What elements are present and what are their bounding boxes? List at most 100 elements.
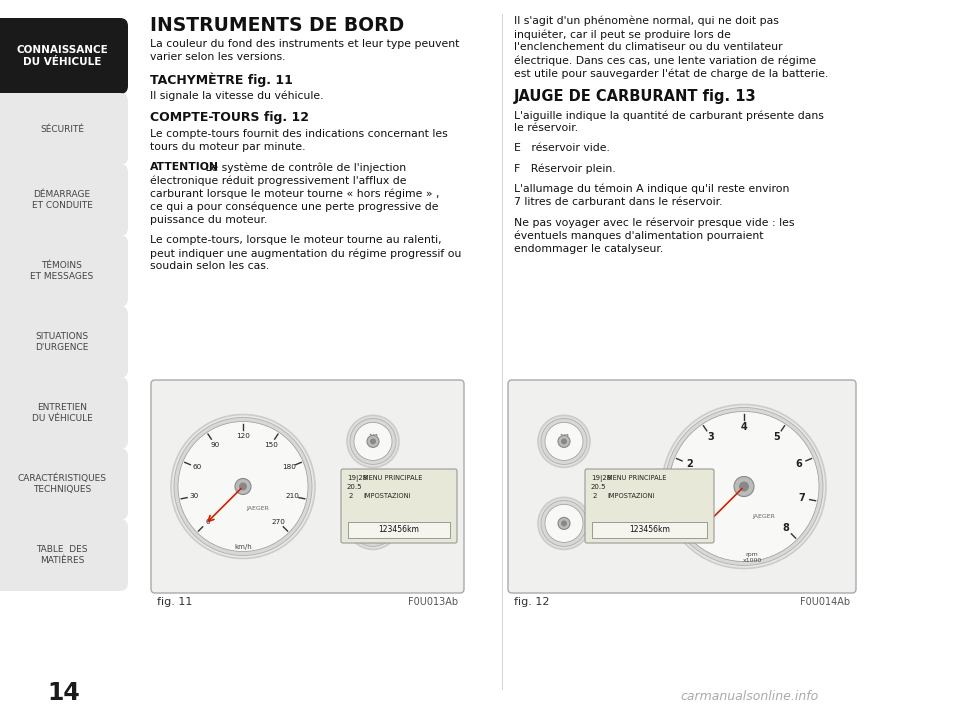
Text: varier selon les versions.: varier selon les versions. xyxy=(150,52,285,62)
Text: La couleur du fond des instruments et leur type peuvent: La couleur du fond des instruments et le… xyxy=(150,39,460,49)
Text: SÉCURITÉ: SÉCURITÉ xyxy=(40,125,84,133)
Bar xyxy=(592,522,707,538)
Circle shape xyxy=(662,405,826,569)
Text: km/h: km/h xyxy=(234,544,252,549)
Text: DÉMARRAGE
ET CONDUITE: DÉMARRAGE ET CONDUITE xyxy=(32,190,92,210)
Text: 180: 180 xyxy=(282,464,296,470)
Text: SITUATIONS
D'URGENCE: SITUATIONS D'URGENCE xyxy=(36,332,88,352)
FancyBboxPatch shape xyxy=(0,377,128,449)
Text: puissance du moteur.: puissance du moteur. xyxy=(150,215,268,225)
Circle shape xyxy=(558,518,570,530)
Text: 2: 2 xyxy=(349,493,353,499)
Text: 120: 120 xyxy=(236,433,250,440)
Text: 123456km: 123456km xyxy=(378,525,420,535)
Text: 210: 210 xyxy=(285,493,299,499)
FancyBboxPatch shape xyxy=(0,164,128,236)
Text: JAUGE DE CARBURANT fig. 13: JAUGE DE CARBURANT fig. 13 xyxy=(514,89,756,104)
Text: Il signale la vitesse du véhicule.: Il signale la vitesse du véhicule. xyxy=(150,91,324,101)
Text: 20.5: 20.5 xyxy=(591,484,607,490)
Text: L'allumage du témoin A indique qu'il reste environ: L'allumage du témoin A indique qu'il res… xyxy=(514,184,789,194)
Text: 1: 1 xyxy=(683,493,689,503)
Text: inquiéter, car il peut se produire lors de: inquiéter, car il peut se produire lors … xyxy=(514,29,731,40)
Circle shape xyxy=(347,498,399,549)
Circle shape xyxy=(350,501,396,547)
Text: 6: 6 xyxy=(795,459,802,469)
Text: 20.5: 20.5 xyxy=(347,484,363,490)
Text: x1000: x1000 xyxy=(742,558,761,563)
Text: E   réservoir vide.: E réservoir vide. xyxy=(514,143,610,153)
Circle shape xyxy=(354,423,392,460)
Text: 1/2: 1/2 xyxy=(559,434,569,439)
Text: 60: 60 xyxy=(192,464,202,470)
Text: Il s'agit d'un phénomène normal, qui ne doit pas: Il s'agit d'un phénomène normal, qui ne … xyxy=(514,16,779,26)
Text: F0U014Ab: F0U014Ab xyxy=(800,597,850,607)
Text: 2: 2 xyxy=(593,493,597,499)
Text: Ne pas voyager avec le réservoir presque vide : les: Ne pas voyager avec le réservoir presque… xyxy=(514,217,795,228)
Circle shape xyxy=(367,435,379,447)
Text: L'aiguille indique la quantité de carburant présente dans: L'aiguille indique la quantité de carbur… xyxy=(514,110,824,121)
Text: 270: 270 xyxy=(272,519,285,525)
Text: 7: 7 xyxy=(799,493,805,503)
Text: 150: 150 xyxy=(264,442,277,448)
Circle shape xyxy=(354,504,392,542)
Circle shape xyxy=(174,418,312,555)
Text: ABARTH: ABARTH xyxy=(641,479,673,488)
Text: soudain selon les cas.: soudain selon les cas. xyxy=(150,262,269,272)
Circle shape xyxy=(545,423,583,460)
Text: Le système de contrôle de l'injection: Le système de contrôle de l'injection xyxy=(202,162,406,172)
Bar xyxy=(348,522,450,538)
Text: TACHYMÈTRE fig. 11: TACHYMÈTRE fig. 11 xyxy=(150,72,293,87)
Text: CONNAISSANCE
DU VÉHICULE: CONNAISSANCE DU VÉHICULE xyxy=(16,45,108,67)
Text: l'enclenchement du climatiseur ou du ventilateur: l'enclenchement du climatiseur ou du ven… xyxy=(514,43,782,52)
Text: 19|28: 19|28 xyxy=(591,475,612,482)
Text: 0: 0 xyxy=(205,519,210,525)
FancyBboxPatch shape xyxy=(151,380,464,593)
Circle shape xyxy=(367,518,379,530)
FancyBboxPatch shape xyxy=(0,306,128,378)
Text: 7 litres de carburant dans le réservoir.: 7 litres de carburant dans le réservoir. xyxy=(514,197,723,207)
Text: éventuels manques d'alimentation pourraient: éventuels manques d'alimentation pourrai… xyxy=(514,230,763,241)
Text: carburant lorsque le moteur tourne « hors régime » ,: carburant lorsque le moteur tourne « hor… xyxy=(150,189,440,199)
Text: 2: 2 xyxy=(686,459,693,469)
Text: électronique réduit progressivement l'afflux de: électronique réduit progressivement l'af… xyxy=(150,175,406,186)
Circle shape xyxy=(561,438,567,445)
Circle shape xyxy=(541,418,587,464)
Text: 14: 14 xyxy=(48,681,81,705)
Text: 1/2: 1/2 xyxy=(368,516,378,521)
Text: JAEGER: JAEGER xyxy=(753,514,776,519)
Text: INSTRUMENTS DE BORD: INSTRUMENTS DE BORD xyxy=(150,16,404,35)
Text: CARACTÉRISTIQUES
TECHNIQUES: CARACTÉRISTIQUES TECHNIQUES xyxy=(17,474,107,494)
Circle shape xyxy=(350,418,396,464)
FancyBboxPatch shape xyxy=(0,519,128,591)
Text: 19|28: 19|28 xyxy=(347,475,368,482)
Text: fig. 11: fig. 11 xyxy=(157,597,192,607)
Text: 30: 30 xyxy=(189,493,199,499)
Circle shape xyxy=(558,435,570,447)
Circle shape xyxy=(178,421,308,552)
Text: endommager le catalyseur.: endommager le catalyseur. xyxy=(514,244,663,254)
Text: IMPOSTAZIONI: IMPOSTAZIONI xyxy=(363,493,410,499)
Circle shape xyxy=(347,415,399,467)
Text: JAEGER: JAEGER xyxy=(247,506,270,511)
Text: IMPOSTAZIONI: IMPOSTAZIONI xyxy=(607,493,655,499)
Text: ABARTH: ABARTH xyxy=(352,479,384,488)
Text: 90: 90 xyxy=(210,442,220,448)
Circle shape xyxy=(235,479,251,494)
FancyBboxPatch shape xyxy=(508,380,856,593)
Circle shape xyxy=(370,520,376,526)
Text: 5: 5 xyxy=(774,432,780,442)
Text: tours du moteur par minute.: tours du moteur par minute. xyxy=(150,142,305,152)
Text: F0U013Ab: F0U013Ab xyxy=(408,597,458,607)
Circle shape xyxy=(538,498,590,549)
Circle shape xyxy=(545,504,583,542)
Circle shape xyxy=(561,520,567,526)
Text: MENU PRINCIPALE: MENU PRINCIPALE xyxy=(607,475,666,481)
Text: le réservoir.: le réservoir. xyxy=(514,123,578,133)
Text: 1/2: 1/2 xyxy=(368,434,378,439)
FancyBboxPatch shape xyxy=(0,235,128,307)
Circle shape xyxy=(665,408,823,566)
Text: est utile pour sauvegarder l'état de charge de la batterie.: est utile pour sauvegarder l'état de cha… xyxy=(514,69,828,79)
Text: peut indiquer une augmentation du régime progressif ou: peut indiquer une augmentation du régime… xyxy=(150,248,462,259)
Text: ENTRETIEN
DU VÉHICULE: ENTRETIEN DU VÉHICULE xyxy=(32,403,92,423)
Circle shape xyxy=(669,411,819,562)
